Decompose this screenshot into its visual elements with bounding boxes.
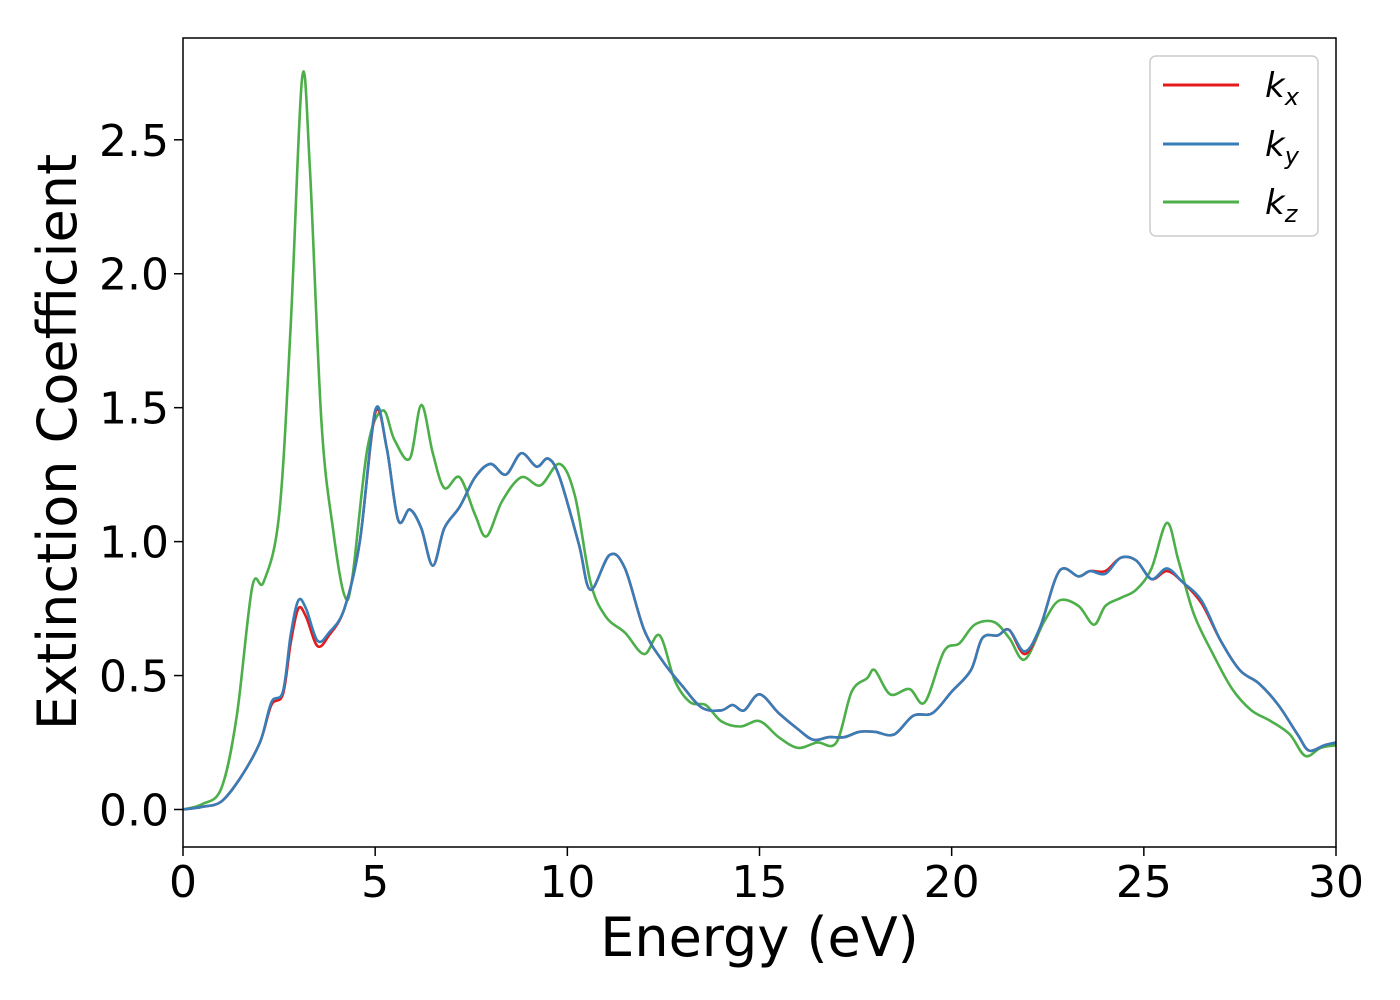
x-tick-label: 5 xyxy=(361,857,389,908)
legend-box xyxy=(1149,55,1319,237)
y-tick-label: 1.0 xyxy=(99,518,169,569)
y-tick-label: 0.5 xyxy=(99,652,169,703)
plot-area xyxy=(183,38,1336,847)
legend-label-kz: kz xyxy=(1265,183,1299,228)
tick-layer: 0 5 10 15 20 25 30 0.0 0.5 1.0 1.5 2.0 2.5 xyxy=(99,116,1364,908)
legend-label-kx: kx xyxy=(1265,66,1300,111)
y-tick-label: 2.0 xyxy=(99,250,169,301)
x-tick-label: 20 xyxy=(924,857,980,908)
legend: kx ky kz xyxy=(1149,55,1319,237)
legend-label-ky: ky xyxy=(1265,125,1300,170)
series-layer xyxy=(182,70,1337,811)
y-tick-label: 0.0 xyxy=(99,785,169,836)
y-tick-label: 2.5 xyxy=(99,116,169,167)
x-tick-label: 30 xyxy=(1308,857,1364,908)
x-tick-label: 15 xyxy=(732,857,788,908)
x-tick-label: 25 xyxy=(1116,857,1172,908)
series-line-ky xyxy=(182,405,1337,811)
x-tick-label: 10 xyxy=(539,857,595,908)
y-axis-title: Extinction Coefficient xyxy=(26,154,89,730)
x-axis-title: Energy (eV) xyxy=(600,906,919,969)
plot-frame xyxy=(182,37,1337,848)
x-tick-label: 0 xyxy=(169,857,197,908)
series-line-kz xyxy=(182,70,1337,811)
y-tick-label: 1.5 xyxy=(99,384,169,435)
